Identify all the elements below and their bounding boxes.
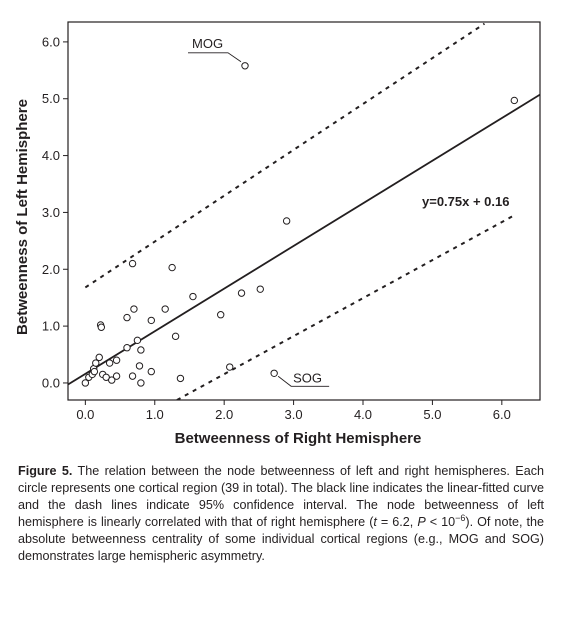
- x-tick-label: 5.0: [423, 407, 441, 422]
- caption-label: Figure 5.: [18, 464, 73, 478]
- x-tick-label: 3.0: [285, 407, 303, 422]
- caption-t-value: = 6.2,: [376, 515, 418, 529]
- x-tick-label: 4.0: [354, 407, 372, 422]
- data-point: [133, 336, 142, 345]
- annotation-sog-label: SOG: [293, 370, 322, 385]
- figure-caption: Figure 5. The relation between the node …: [18, 463, 544, 565]
- caption-p-symbol: P: [417, 515, 426, 529]
- data-point: [112, 356, 121, 364]
- annotation-mog-leader: [188, 52, 242, 63]
- data-point: [217, 311, 225, 319]
- data-point: [128, 259, 137, 268]
- y-tick-label: 4.0: [42, 148, 60, 163]
- caption-p-relation: < 10: [425, 515, 456, 529]
- y-tick-label: 3.0: [42, 205, 60, 220]
- data-point: [241, 62, 249, 70]
- data-point: [147, 316, 155, 325]
- x-axis-title: Betweenness of Right Hemisphere: [175, 430, 422, 447]
- data-point: [123, 344, 131, 352]
- data-point: [123, 313, 131, 322]
- data-point: [92, 359, 100, 367]
- data-point: [226, 363, 234, 371]
- x-tick-label: 1.0: [146, 407, 164, 422]
- caption-p-exponent: −6: [455, 512, 466, 523]
- data-point: [176, 374, 185, 383]
- confidence-lower-line: [176, 214, 515, 400]
- x-tick-label: 0.0: [76, 407, 94, 422]
- data-point: [95, 353, 103, 362]
- data-point: [161, 305, 169, 313]
- confidence-upper-line: [84, 22, 486, 289]
- data-points: [81, 62, 519, 387]
- data-point: [282, 217, 291, 225]
- data-point: [97, 323, 106, 331]
- data-point: [510, 96, 519, 105]
- plot-frame: [67, 21, 541, 401]
- fit-equation-label: y=0.75x + 0.16: [422, 194, 509, 209]
- scatter-chart: 0.0 1.0 2.0 3.0 4.0 5.0 6.0 0.0 1.0 2.0 3.0 4.0 5.0…: [14, 21, 541, 447]
- data-point: [112, 372, 121, 380]
- y-tick-label: 0.0: [42, 375, 60, 390]
- data-point: [171, 332, 180, 341]
- data-point: [137, 379, 145, 387]
- plot-border: [67, 21, 541, 401]
- y-tick-label: 6.0: [42, 34, 60, 49]
- data-point: [128, 372, 137, 380]
- fit-and-confidence-lines: [68, 22, 540, 400]
- data-point: [130, 305, 138, 313]
- data-point: [108, 376, 116, 384]
- data-point: [237, 289, 246, 297]
- y-tick-label: 5.0: [42, 91, 60, 106]
- caption-t-symbol: t: [373, 515, 377, 529]
- y-tick-label: 2.0: [42, 262, 60, 277]
- caption-text-part2: ). Of note, the absolute betweenness cen…: [18, 515, 544, 563]
- data-point: [168, 263, 176, 272]
- annotations: MOG SOG: [188, 36, 330, 387]
- data-point: [256, 285, 264, 293]
- data-point: [137, 346, 145, 354]
- data-point: [147, 367, 155, 376]
- fit-line: [68, 93, 540, 386]
- data-point: [135, 362, 144, 370]
- y-axis-title: Betweenness of Left Hemisphere: [14, 99, 31, 335]
- data-point: [90, 367, 99, 376]
- data-point: [81, 379, 90, 387]
- data-point: [105, 359, 114, 367]
- y-tick-label: 1.0: [42, 319, 60, 334]
- annotation-sog-leader: [277, 375, 330, 387]
- x-tick-label: 2.0: [215, 407, 233, 422]
- annotation-mog-label: MOG: [192, 36, 223, 51]
- caption-text-part1: The relation between the node betweennes…: [18, 464, 544, 529]
- x-tick-label: 6.0: [493, 407, 511, 422]
- y-axis-ticks: 0.0 1.0 2.0 3.0 4.0 5.0 6.0: [42, 34, 68, 390]
- data-point: [189, 292, 197, 301]
- x-axis-ticks: 0.0 1.0 2.0 3.0 4.0 5.0 6.0: [76, 400, 511, 422]
- data-point: [270, 369, 278, 377]
